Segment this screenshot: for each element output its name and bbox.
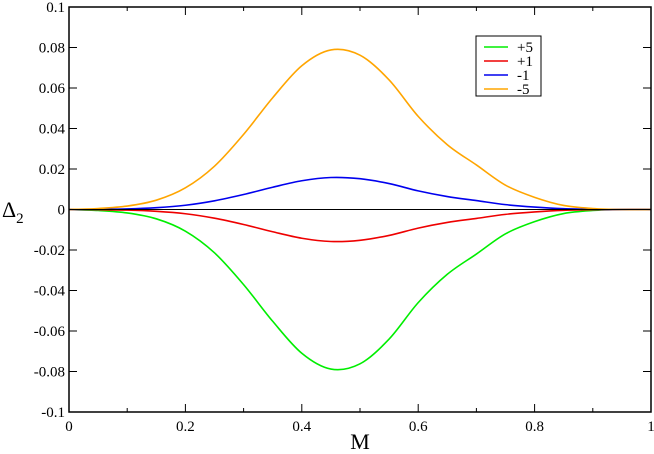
series-line-+5 bbox=[68, 208, 652, 371]
legend-box bbox=[475, 35, 542, 97]
x-axis-label: M bbox=[350, 429, 370, 454]
y-tick-label: 0.06 bbox=[39, 81, 66, 97]
legend-label: -1 bbox=[517, 68, 530, 84]
y-tick-label: 0.08 bbox=[39, 41, 65, 57]
y-tick-label: 0 bbox=[58, 203, 66, 219]
x-tick-label: 1 bbox=[647, 419, 654, 435]
y-tick-label: 0.02 bbox=[39, 162, 65, 178]
y-tick-label: -0.02 bbox=[34, 243, 65, 259]
legend-label: +5 bbox=[517, 40, 533, 56]
legend-label: +1 bbox=[517, 54, 533, 70]
series-line-+1 bbox=[68, 208, 652, 243]
y-tick-label: 0.1 bbox=[46, 0, 65, 16]
x-tick-label: 0.4 bbox=[292, 419, 311, 435]
series-line--1 bbox=[68, 176, 652, 211]
legend-label: -5 bbox=[517, 82, 530, 98]
y-tick-label: -0.08 bbox=[34, 365, 65, 381]
series-line--5 bbox=[68, 48, 652, 211]
x-tick-label: 0 bbox=[65, 419, 73, 435]
x-tick-label: 0.2 bbox=[176, 419, 195, 435]
y-tick-label: 0.04 bbox=[39, 122, 66, 138]
x-tick-label: 0.6 bbox=[409, 419, 428, 435]
x-tick-label: 0.8 bbox=[525, 419, 544, 435]
y-axis-label: Δ2 bbox=[2, 197, 24, 227]
legend: +5+1-1-5 bbox=[475, 35, 542, 98]
y-tick-label: -0.04 bbox=[34, 284, 66, 300]
y-tick-label: -0.06 bbox=[34, 324, 66, 340]
y-axis-label-subscript: 2 bbox=[16, 211, 24, 227]
y-axis-label-main: Δ bbox=[2, 197, 16, 222]
y-tick-label: -0.1 bbox=[41, 405, 65, 421]
